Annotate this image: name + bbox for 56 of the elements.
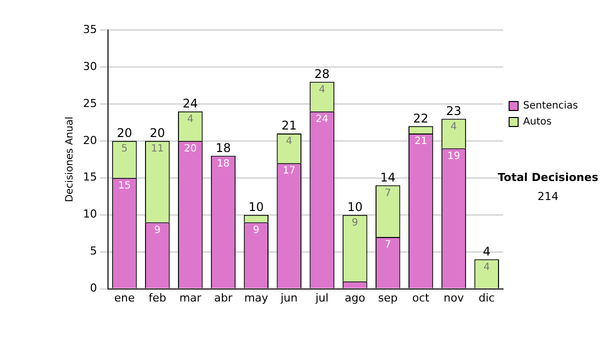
y-axis-title: Decisiones Anual [64, 116, 76, 202]
total-label: 14 [380, 170, 396, 184]
x-tick-label: may [244, 291, 269, 304]
x-tick-label: oct [412, 291, 430, 304]
total-label: 10 [347, 200, 363, 214]
x-tick-label: nov [444, 291, 464, 304]
total-label: 21 [281, 118, 297, 133]
data-label: 4 [318, 84, 326, 96]
legend-label: Autos [523, 116, 552, 128]
total-label: 28 [314, 66, 330, 81]
total-label: 24 [182, 96, 198, 110]
total-label: 4 [482, 244, 490, 258]
x-tick-label: sep [378, 291, 398, 304]
data-label: 21 [414, 136, 428, 148]
x-tick-label: jun [280, 291, 298, 304]
data-label: 20 [184, 144, 197, 155]
x-tick-label: jul [314, 291, 329, 304]
total-label: 23 [446, 104, 462, 118]
data-label: 7 [384, 240, 392, 251]
total-label: 20 [150, 126, 166, 140]
y-tick-label: 15 [82, 170, 97, 184]
x-tick-label: ene [114, 291, 135, 304]
legend-label: Sentencias [523, 100, 578, 112]
data-label: 4 [187, 114, 194, 125]
x-tick-label: dic [478, 291, 495, 304]
y-tick-label: 20 [82, 134, 97, 147]
data-label: 5 [121, 144, 128, 155]
x-tick-label: ago [344, 291, 366, 304]
text: 214 [538, 190, 558, 203]
data-label: 9 [154, 224, 161, 236]
data-label: 11 [151, 144, 164, 155]
data-label: 9 [352, 217, 358, 228]
data-label: 18 [216, 158, 230, 170]
data-label: 9 [252, 224, 260, 236]
data-label: 19 [447, 150, 460, 162]
data-label: 15 [118, 180, 131, 192]
data-label: 17 [282, 166, 296, 177]
total-label: 10 [248, 200, 264, 214]
x-tick-label: feb [148, 291, 166, 304]
data-label: 4 [483, 262, 490, 273]
x-tick-label: abr [214, 291, 233, 304]
y-tick-label: 30 [82, 60, 97, 73]
y-tick-label: 25 [82, 96, 97, 110]
y-tick-label: 35 [82, 22, 97, 36]
data-label: 7 [384, 188, 392, 199]
total-label: 18 [216, 140, 231, 155]
total-label: 22 [413, 111, 428, 126]
y-tick-label: 5 [90, 244, 97, 258]
total-label: 20 [116, 126, 132, 140]
annotation: Total Decisiones [498, 170, 599, 184]
data-label: 4 [450, 121, 457, 132]
y-tick-label: 0 [90, 282, 97, 295]
data-label: 4 [286, 136, 292, 148]
y-tick-label: 10 [82, 208, 97, 221]
data-label: 24 [316, 114, 328, 125]
x-tick-label: mar [179, 291, 202, 304]
